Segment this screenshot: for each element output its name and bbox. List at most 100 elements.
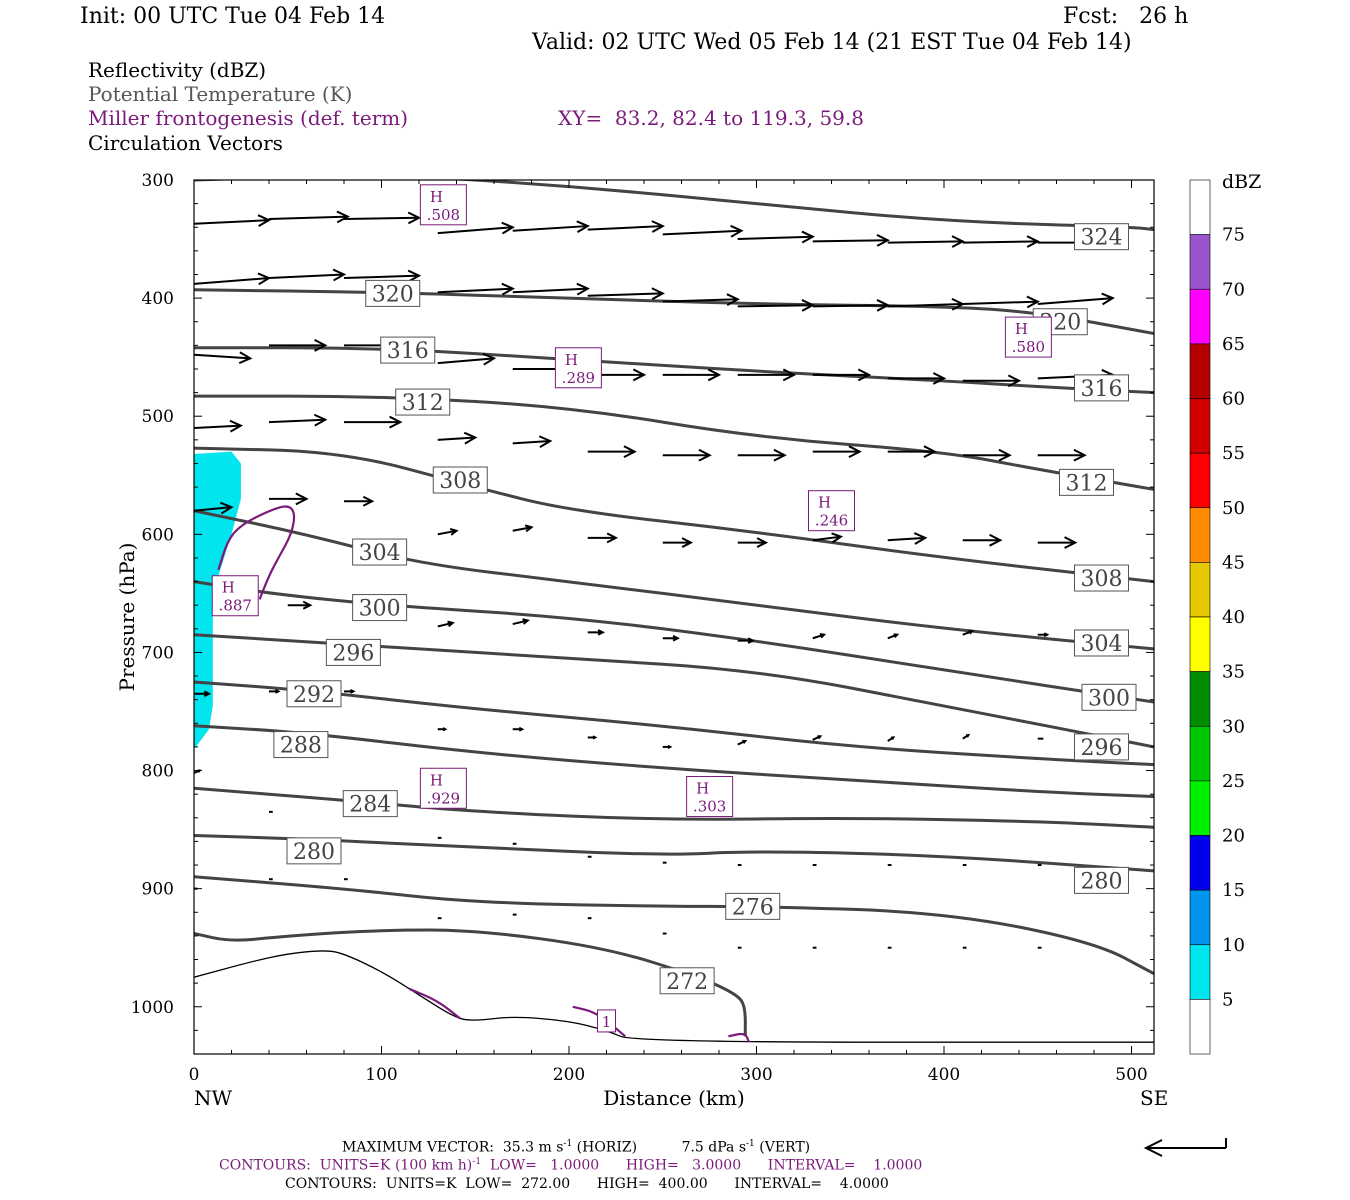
svg-text:280: 280 (293, 840, 335, 865)
circulation-vector (194, 690, 212, 698)
circulation-vector (269, 339, 328, 352)
svg-text:H: H (818, 494, 831, 512)
circulation-vector (512, 282, 590, 296)
fronto-max-label: H.289 (554, 347, 602, 389)
colorbar-swatch (1189, 179, 1211, 235)
circulation-vector (962, 629, 975, 636)
circulation-vector (962, 733, 971, 740)
svg-text:288: 288 (280, 734, 322, 759)
theta-line-312 (194, 394, 1154, 491)
svg-text:312: 312 (1066, 471, 1108, 496)
colorbar-swatch (1189, 671, 1211, 727)
theta-line-308 (194, 446, 1154, 584)
theta-line-292 (194, 680, 1154, 767)
theta-label: 280 (1074, 866, 1129, 894)
y-tick-label: 600 (142, 525, 174, 545)
theta-label: 324 (1074, 223, 1129, 251)
circulation-vector (662, 448, 712, 462)
circulation-vector (344, 415, 403, 429)
init-time: Init: 00 UTC Tue 04 Feb 14 (80, 4, 386, 29)
circulation-vector (437, 620, 455, 628)
theta-line-272 (194, 928, 747, 1037)
max-vector-note: MAXIMUM VECTOR: 35.3 m s-1 (HORIZ) 7.5 d… (342, 1139, 811, 1156)
x-tick-label: 100 (365, 1065, 397, 1085)
theta-label: 280 (286, 837, 342, 865)
y-tick-label: 1000 (131, 998, 174, 1018)
colorbar-swatch (1189, 999, 1211, 1055)
svg-text:316: 316 (387, 339, 429, 364)
legend-theta: Potential Temperature (K) (88, 82, 353, 106)
circulation-vector (962, 533, 1003, 547)
circulation-vector (512, 618, 530, 626)
x-axis-label: Distance (km) (603, 1086, 745, 1110)
svg-text:.929: .929 (427, 789, 460, 807)
circulation-vector (1037, 292, 1115, 306)
circulation-vector (662, 634, 680, 642)
circulation-vector (812, 234, 890, 247)
svg-text:H: H (430, 188, 443, 206)
svg-text:296: 296 (1081, 736, 1123, 761)
fronto-max-label: H.508 (419, 184, 467, 226)
circulation-vector (812, 299, 890, 312)
colorbar-label: 60 (1222, 389, 1245, 410)
svg-text:.580: .580 (1012, 338, 1045, 356)
fronto-max-label: H.887 (211, 575, 259, 617)
circulation-vector (437, 727, 448, 732)
circulation-vector (512, 726, 525, 732)
circulation-vector (268, 210, 350, 224)
theta-line-276 (194, 875, 1154, 976)
colorbar-swatch (1189, 288, 1211, 345)
circulation-vector (887, 532, 928, 545)
circulation-vector (437, 221, 515, 235)
colorbar-swatch (1189, 944, 1211, 1000)
circulation-vector (737, 537, 769, 548)
svg-text:316: 316 (1081, 377, 1123, 402)
svg-text:312: 312 (402, 391, 444, 416)
svg-text:H: H (222, 579, 235, 597)
circulation-vector (269, 689, 281, 694)
svg-text:.508: .508 (427, 206, 460, 224)
circulation-vector (812, 735, 823, 741)
circulation-vector (512, 524, 534, 533)
colorbar-swatch (1189, 343, 1211, 399)
circulation-vector (437, 527, 459, 536)
svg-text:.887: .887 (219, 597, 252, 615)
circulation-vector (962, 374, 1022, 388)
theta-label: 300 (1081, 683, 1137, 711)
colorbar-label: 45 (1222, 552, 1245, 573)
theta-line-320 (194, 288, 1154, 335)
theta-line-324 (194, 180, 1154, 232)
x-tick-label: 200 (553, 1065, 585, 1085)
circulation-vector (1037, 448, 1087, 462)
colorbar-label: 15 (1222, 880, 1245, 901)
theta-line-300 (194, 580, 1154, 704)
svg-text:308: 308 (439, 469, 481, 494)
circulation-vector (587, 220, 665, 233)
colorbar-label: 30 (1222, 716, 1245, 737)
y-tick-label: 700 (142, 643, 174, 663)
circulation-vector (344, 689, 356, 694)
colorbar-swatch (1189, 507, 1211, 563)
fronto-contour-3 (728, 1032, 751, 1043)
circulation-vector (437, 352, 497, 366)
x-tick-label: 300 (740, 1065, 772, 1085)
circulation-vector (887, 736, 896, 742)
theta-label: 312 (1059, 468, 1114, 496)
svg-text:276: 276 (732, 895, 774, 920)
svg-text:272: 272 (666, 970, 708, 995)
circulation-vector (194, 501, 234, 515)
circulation-vector (662, 224, 744, 238)
circulation-vector (887, 235, 965, 248)
theta-label: 296 (325, 638, 381, 666)
fronto-contours-note: CONTOURS: UNITS=K (100 km h)-1 LOW= 1.00… (219, 1157, 923, 1174)
svg-text:304: 304 (359, 541, 401, 566)
circulation-vector (962, 448, 1012, 462)
circulation-vector (287, 600, 313, 610)
colorbar-swatch (1189, 780, 1211, 836)
nw-label: NW (194, 1086, 233, 1110)
fronto-max-label: H.580 (1004, 316, 1052, 358)
colorbar-unit: dBZ (1222, 171, 1261, 193)
colorbar-label: 10 (1222, 935, 1245, 956)
colorbar-label: 20 (1222, 826, 1245, 847)
fronto-max-label: H.303 (686, 776, 734, 818)
